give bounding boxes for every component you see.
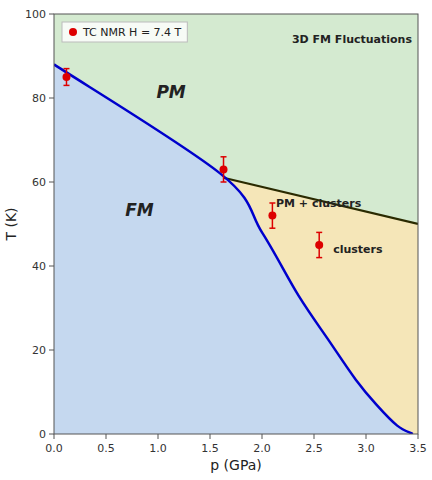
cluster-border-line xyxy=(224,178,418,224)
error-bar xyxy=(316,232,322,257)
x-tick-label: 0.0 xyxy=(45,442,63,455)
annotation: clusters xyxy=(333,243,383,256)
annotation: PM xyxy=(156,82,185,102)
data-point xyxy=(268,212,276,220)
fm-region xyxy=(54,64,413,434)
y-tick xyxy=(49,266,54,267)
legend: TC NMR H = 7.4 T xyxy=(62,22,187,42)
x-tick xyxy=(210,434,211,439)
x-tick xyxy=(262,434,263,439)
x-tick xyxy=(106,434,107,439)
x-tick-label: 1.0 xyxy=(149,442,167,455)
plot-area xyxy=(54,14,418,434)
y-tick xyxy=(49,182,54,183)
x-tick xyxy=(158,434,159,439)
pm-region xyxy=(54,14,418,434)
y-tick xyxy=(49,98,54,99)
data-point xyxy=(62,73,70,81)
error-bar-cap xyxy=(221,181,227,183)
error-bar xyxy=(221,157,227,182)
x-tick-label: 2.0 xyxy=(253,442,271,455)
y-tick-label: 40 xyxy=(32,260,46,273)
fm-boundary-line xyxy=(54,64,413,434)
plot-frame xyxy=(54,14,418,434)
y-tick xyxy=(49,434,54,435)
x-tick-label: 3.0 xyxy=(357,442,375,455)
data-point xyxy=(220,165,228,173)
annotation: PM + clusters xyxy=(276,197,362,210)
y-tick-label: 80 xyxy=(32,92,46,105)
error-bar-cap xyxy=(316,257,322,259)
error-bar-cap xyxy=(269,202,275,204)
chart-svg: 0.0 0.5 1.0 1.5 2.0 2.5 3.0 3.5 0 20 40 60 80 100 p (G… xyxy=(0,0,432,480)
y-axis-label: T (K) xyxy=(3,207,19,241)
error-bar-cap xyxy=(221,156,227,158)
y-tick xyxy=(49,14,54,15)
legend-box xyxy=(62,22,187,42)
data-point xyxy=(315,241,323,249)
annotation: 3D FM Fluctuations xyxy=(292,33,412,46)
y-tick-label: 0 xyxy=(39,428,46,441)
legend-label: TC NMR H = 7.4 T xyxy=(82,26,182,39)
y-tick-label: 20 xyxy=(32,344,46,357)
x-tick-label: 1.5 xyxy=(201,442,219,455)
error-bar-cap xyxy=(269,227,275,229)
annotation: FM xyxy=(125,200,154,220)
error-bar-cap xyxy=(63,85,69,87)
x-tick xyxy=(54,434,55,439)
x-tick-label: 3.5 xyxy=(409,442,427,455)
x-axis-label: p (GPa) xyxy=(210,457,262,473)
x-tick xyxy=(418,434,419,439)
x-tick-label: 2.5 xyxy=(305,442,323,455)
error-bar xyxy=(63,69,69,86)
y-tick-label: 60 xyxy=(32,176,46,189)
error-bar-cap xyxy=(63,68,69,70)
legend-marker xyxy=(69,28,77,36)
chart-container: 0.0 0.5 1.0 1.5 2.0 2.5 3.0 3.5 0 20 40 60 80 100 p (G… xyxy=(0,0,432,480)
y-tick xyxy=(49,350,54,351)
x-tick-label: 0.5 xyxy=(97,442,115,455)
y-tick-label: 100 xyxy=(25,8,46,21)
x-tick xyxy=(314,434,315,439)
error-bar xyxy=(269,203,275,228)
x-tick xyxy=(366,434,367,439)
error-bar-cap xyxy=(316,232,322,234)
